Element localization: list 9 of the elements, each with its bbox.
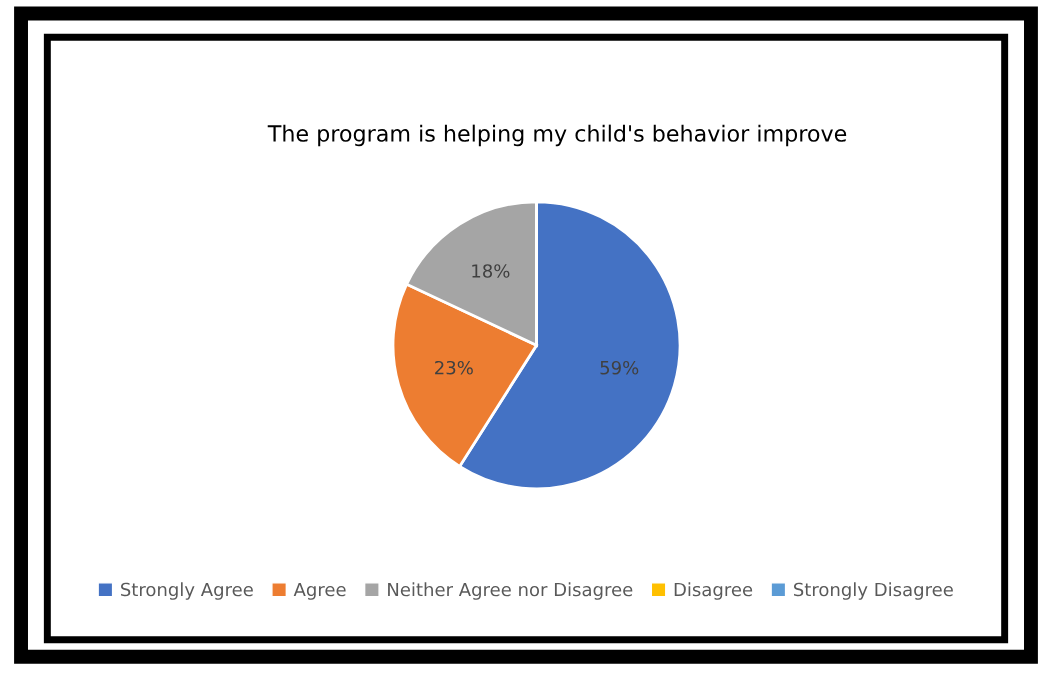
data-label: 18% xyxy=(472,264,510,278)
data-label: 59% xyxy=(600,360,639,375)
data-label: 23% xyxy=(435,360,473,375)
legend-label: Strongly Disagree xyxy=(793,582,953,600)
chart-title: The program is helping my child's behavior improve xyxy=(267,124,847,147)
legend-label: Disagree xyxy=(674,582,753,600)
legend-label: Neither Agree nor Disagree xyxy=(388,582,633,600)
legend-label: Agree xyxy=(293,582,346,600)
legend-label: Strongly Agree xyxy=(121,582,253,600)
